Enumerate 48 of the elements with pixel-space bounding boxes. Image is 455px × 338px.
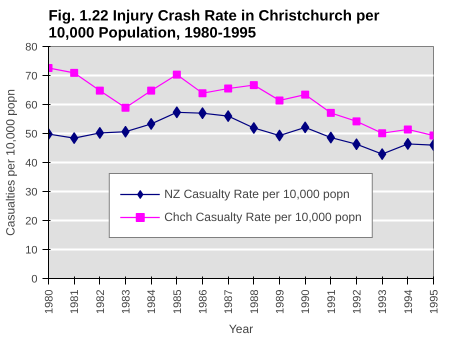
x-tick-label: 1994 <box>402 289 415 314</box>
x-tick-label: 1982 <box>94 289 107 314</box>
point <box>250 81 258 90</box>
point <box>276 96 284 104</box>
chart-title: Fig. 1.22 Injury Crash Rate in Christchurch per 10,000 Population, 1980-1995 <box>48 8 380 42</box>
x-tick-label: 1981 <box>69 289 82 314</box>
point <box>147 86 156 95</box>
point <box>404 125 412 134</box>
y-axis-title: Casualties per 10,000 popn <box>3 89 18 236</box>
y-tick-label: 10 <box>25 244 38 256</box>
x-tick-label: 1985 <box>172 289 184 314</box>
y-tick-label: 50 <box>25 128 38 140</box>
point <box>121 126 130 138</box>
y-tick-label: 40 <box>25 158 38 170</box>
x-tick-label: 1980 <box>44 289 56 314</box>
point <box>96 86 104 95</box>
point <box>224 84 232 93</box>
x-tick-label: 1995 <box>428 289 440 314</box>
y-tick-label: 30 <box>25 186 38 198</box>
point <box>352 117 360 126</box>
y-tick-label: 70 <box>25 70 38 82</box>
x-tick-label: 1991 <box>326 289 338 314</box>
point <box>275 130 284 142</box>
legend-label: NZ Casualty Rate per 10,000 popn <box>164 187 350 201</box>
point <box>352 138 361 150</box>
point <box>172 70 181 79</box>
x-tick-label: 1987 <box>223 289 236 314</box>
x-tick-label: 1983 <box>120 289 132 314</box>
point <box>198 107 207 120</box>
point <box>326 108 335 117</box>
x-tick-label: 1990 <box>300 289 312 314</box>
x-tick-label: 1992 <box>352 289 364 314</box>
y-tick-label: 60 <box>25 100 38 112</box>
point <box>301 90 310 99</box>
x-tick-label: 1984 <box>146 289 158 314</box>
x-tick-label: 1993 <box>377 289 390 314</box>
x-tick-label: 1986 <box>198 289 210 314</box>
point <box>378 129 386 138</box>
y-tick-label: 0 <box>31 274 38 286</box>
point <box>198 89 206 98</box>
x-tick-label: 1989 <box>274 289 286 314</box>
y-tick-label: 20 <box>25 216 38 228</box>
point <box>122 104 130 112</box>
legend-label: Chch Casualty Rate per 10,000 popn <box>164 210 362 224</box>
point <box>70 68 78 77</box>
x-tick-label: 1988 <box>248 289 261 314</box>
x-axis-title: Year <box>228 322 254 336</box>
y-tick-label: 80 <box>25 42 38 54</box>
